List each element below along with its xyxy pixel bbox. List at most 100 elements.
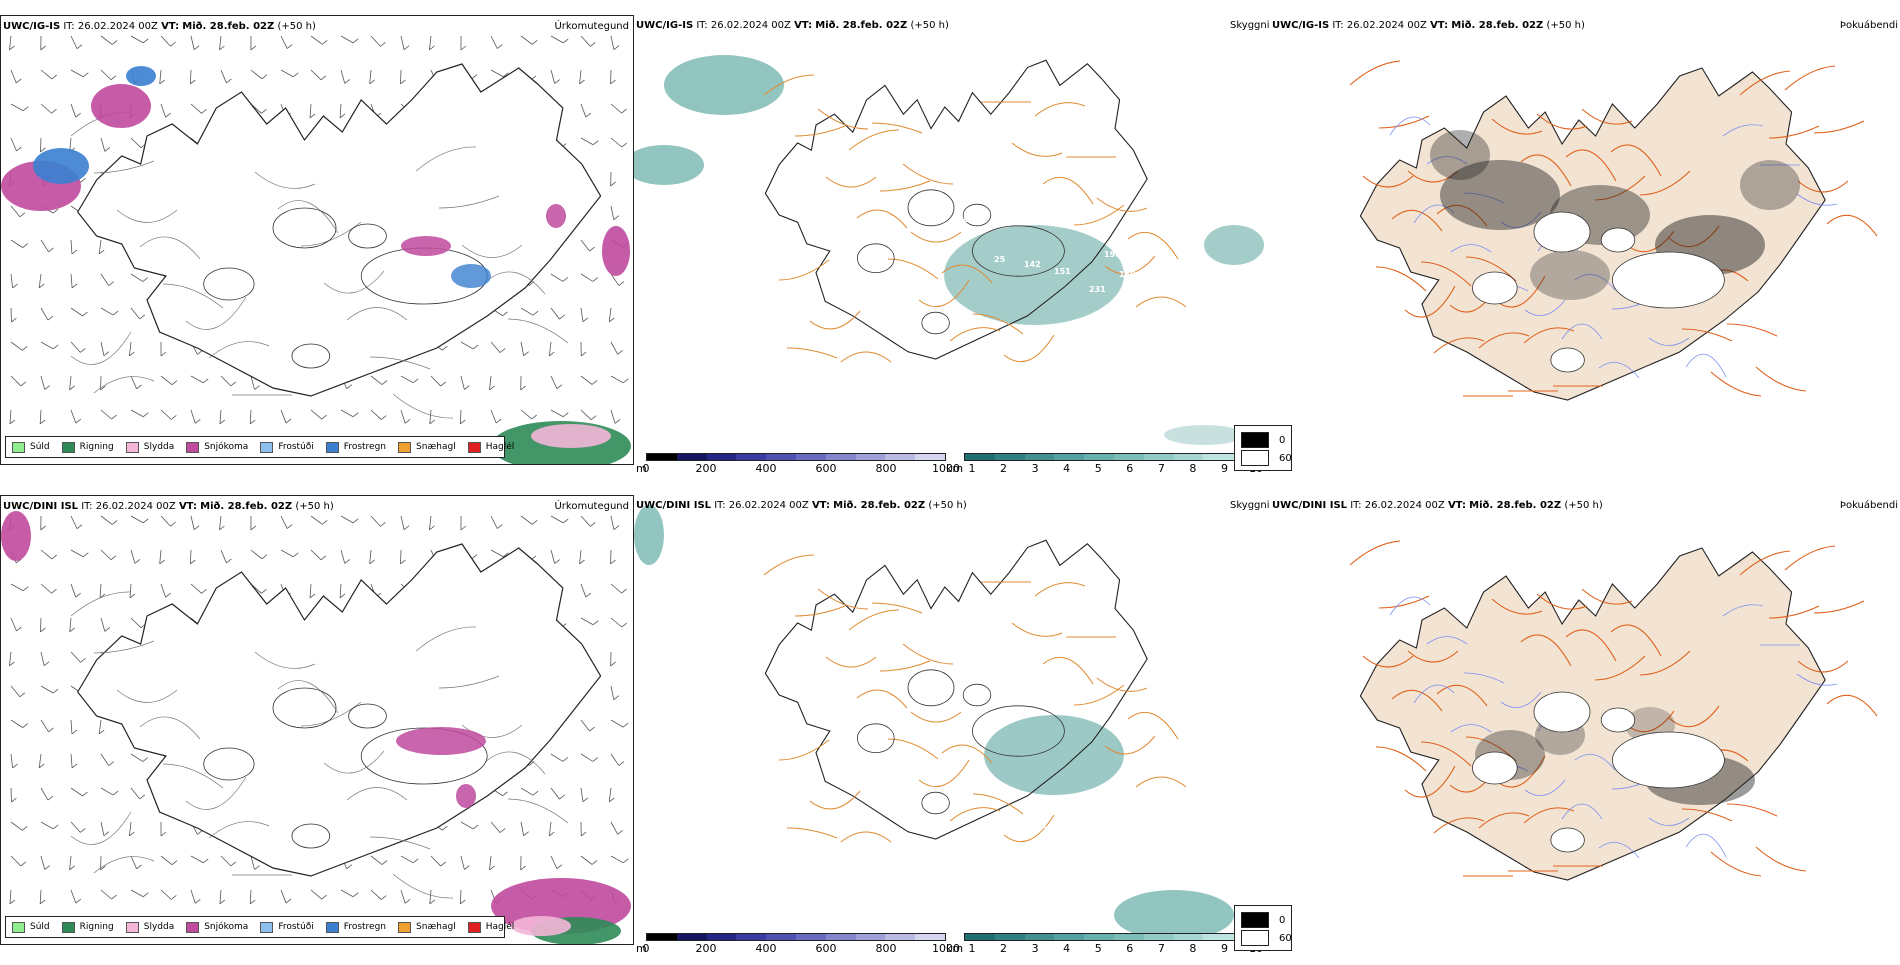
wind-barb — [491, 36, 502, 49]
colorbar-strip — [646, 453, 946, 461]
colorbar-tick: 600 — [816, 942, 837, 955]
legend-label: Slydda — [144, 442, 174, 452]
header-it-label: IT: — [81, 501, 92, 512]
wind-barb — [401, 376, 418, 383]
wind-barb — [611, 516, 619, 530]
wind-barb — [40, 410, 45, 424]
colorbar-tick: 4 — [1063, 942, 1070, 955]
header-model: UWC/IG-IS — [3, 21, 60, 32]
wind-barb — [131, 376, 142, 389]
wind-barb — [611, 376, 628, 383]
wind-barb — [581, 584, 591, 597]
glacier-outline — [1472, 752, 1517, 784]
road-line — [857, 690, 907, 708]
wind-barb — [581, 240, 595, 251]
wind-barb — [130, 584, 135, 598]
wind-barb — [551, 516, 568, 523]
wind-barb — [221, 550, 231, 563]
wind-barb — [251, 70, 267, 79]
header-model: UWC/IG-IS — [1272, 20, 1329, 31]
vis_bar-colorbar: 12345678910 — [964, 453, 1264, 475]
road-line — [841, 832, 891, 842]
road-line — [787, 828, 837, 838]
wind-barb — [461, 856, 469, 870]
header-it-value: 26.02.2024 00Z — [96, 501, 176, 512]
header-model: UWC/IG-IS — [636, 20, 693, 31]
wind-barb — [581, 618, 598, 625]
ceiling-label: 6 — [1142, 155, 1148, 164]
header-lead: (+50 h) — [928, 500, 966, 511]
wind-barb — [41, 342, 58, 349]
header-lead: (+50 h) — [910, 20, 948, 31]
wind-barb — [611, 584, 627, 593]
wind-barb — [101, 342, 109, 356]
legend-swatch — [260, 922, 273, 933]
precip-type-map[interactable]: UWC/IG-IS IT: 26.02.2024 00Z VT: Mið. 28… — [0, 15, 634, 465]
wind-barb — [281, 516, 292, 529]
header-vt-label: VT: — [161, 21, 179, 32]
legend-swatch — [326, 442, 339, 453]
header-vt-label: VT: — [1430, 20, 1448, 31]
wind-barb — [11, 822, 27, 830]
road-line — [950, 808, 1000, 821]
wind-barb — [41, 720, 54, 732]
freezing-rain-area — [33, 148, 89, 184]
fog-legend-value: 60 — [1279, 933, 1292, 944]
colorbar-tick: 9 — [1221, 462, 1228, 475]
wind-barb — [161, 342, 166, 356]
precip-type-map[interactable]: UWC/DINI ISL IT: 26.02.2024 00Z VT: Mið.… — [0, 495, 634, 945]
wind-barb — [461, 516, 466, 530]
wind-barb — [581, 274, 598, 281]
wind-barb — [11, 754, 18, 768]
wind-barb — [129, 822, 134, 836]
header-it-value: 26.02.2024 00Z — [729, 500, 809, 511]
header-vt-value: Mið. 28.feb. 02Z — [182, 21, 274, 32]
road-line — [911, 712, 961, 722]
header-it-label: IT: — [1332, 20, 1343, 31]
fog-legend-row: 60 — [1241, 450, 1292, 466]
colorbar-tick: 4 — [1063, 462, 1070, 475]
wind-barb — [41, 240, 54, 252]
legend-swatch — [62, 442, 75, 453]
wind-barb — [101, 138, 110, 151]
ceiling-label: 25 — [994, 255, 1005, 264]
wind-barb — [101, 36, 117, 44]
header-lead: (+50 h) — [1564, 500, 1602, 511]
legend-item: Haglél — [468, 442, 515, 453]
wind-barb — [11, 70, 21, 83]
road-line — [1074, 205, 1124, 225]
fog-indicator-map[interactable]: UWC/DINI ISL IT: 26.02.2024 00Z VT: Mið.… — [1270, 495, 1900, 945]
road-line — [849, 610, 899, 630]
island-outline — [765, 60, 1147, 359]
wind-barb — [71, 720, 77, 734]
glacier-outline — [857, 724, 894, 753]
wind-barb — [71, 70, 88, 77]
wind-barb — [581, 138, 598, 145]
wind-barb — [41, 856, 50, 870]
wind-barb — [131, 890, 148, 897]
fog-legend-swatch — [1241, 930, 1269, 946]
wind-barb — [250, 890, 255, 904]
fog-map-canvas — [1270, 495, 1900, 945]
glacier-outline — [922, 792, 950, 814]
wind-barb — [341, 890, 358, 897]
fog-indicator-map[interactable]: UWC/IG-IS IT: 26.02.2024 00Z VT: Mið. 28… — [1270, 15, 1900, 465]
ceiling-label: 53 — [1052, 180, 1063, 189]
header-lead: (+50 h) — [295, 501, 333, 512]
snow-area — [396, 727, 486, 755]
wind-barb — [39, 754, 44, 768]
wind-barb — [461, 822, 478, 829]
wind-barb — [191, 36, 199, 50]
wind-barb — [490, 856, 495, 870]
legend-label: Súld — [30, 442, 50, 452]
colorbar-tick: 200 — [696, 462, 717, 475]
road-line — [880, 181, 930, 191]
colorbar-tick: 2 — [1000, 462, 1007, 475]
wind-barb — [341, 36, 358, 43]
wind-barb — [581, 342, 586, 356]
wind-barb — [101, 308, 118, 315]
snow-area — [456, 784, 476, 808]
wind-barb — [250, 410, 255, 424]
